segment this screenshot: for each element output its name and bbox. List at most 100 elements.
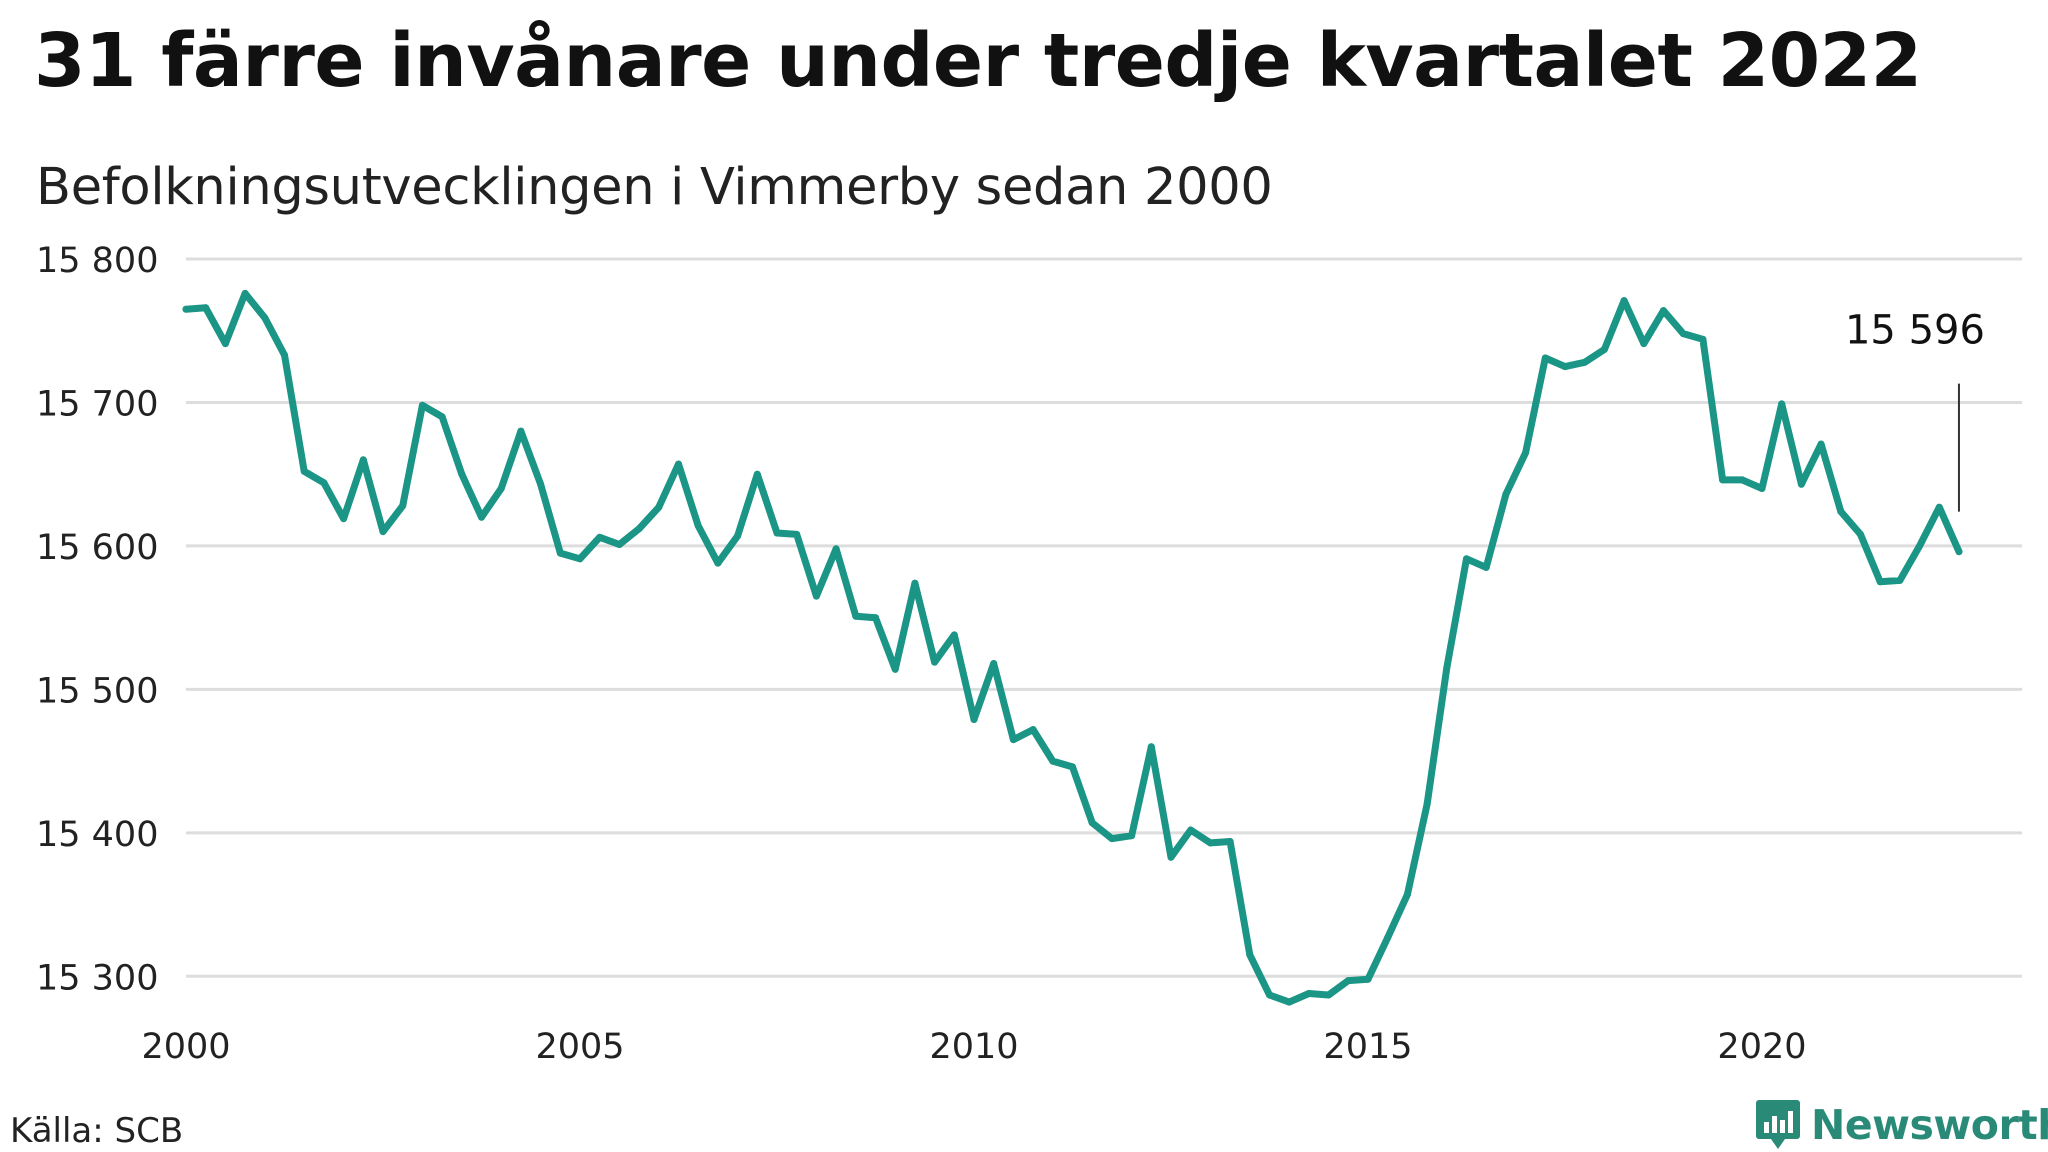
y-tick-label: 15 500 (36, 671, 158, 711)
annotation-layer: 15 596 (1845, 308, 1985, 512)
data-point (300, 467, 308, 475)
data-point (891, 665, 899, 673)
y-tick-label: 15 400 (36, 815, 158, 855)
y-tick-label: 15 800 (36, 241, 158, 281)
brand-name: Newsworthy (1811, 1101, 2048, 1149)
data-point (182, 305, 190, 313)
data-point (832, 545, 840, 553)
data-point (1009, 736, 1017, 744)
data-point (1620, 297, 1628, 305)
data-point (773, 529, 781, 537)
data-point (1364, 975, 1372, 983)
data-point (537, 480, 545, 488)
series-layer (182, 289, 1963, 1006)
data-point (1462, 555, 1470, 563)
x-tick-label: 2010 (929, 1027, 1018, 1067)
x-tick-label: 2000 (141, 1027, 230, 1067)
data-point (1403, 891, 1411, 899)
data-point (596, 533, 604, 541)
data-point (714, 559, 722, 567)
data-point (1600, 345, 1608, 353)
data-point (1226, 837, 1234, 845)
data-point (1797, 480, 1805, 488)
x-axis-ticks: 2000 2005 2010 2015 2020 (141, 1027, 1806, 1067)
data-point (340, 515, 348, 523)
annotation-label: 15 596 (1845, 308, 1985, 354)
y-tick-label: 15 600 (36, 528, 158, 568)
data-point (635, 525, 643, 533)
data-point (320, 479, 328, 487)
data-point (1955, 548, 1963, 556)
data-point (1738, 476, 1746, 484)
data-point (911, 579, 919, 587)
data-point (1699, 335, 1707, 343)
data-point (517, 427, 525, 435)
grid-lines (186, 257, 2022, 978)
data-point (202, 304, 210, 312)
data-point (1659, 307, 1667, 315)
data-point (1344, 977, 1352, 985)
data-point (1128, 832, 1136, 840)
data-point (1758, 485, 1766, 493)
data-point (1502, 490, 1510, 498)
data-point (1916, 542, 1924, 550)
data-point (1167, 853, 1175, 861)
data-point (1423, 800, 1431, 808)
data-point (418, 401, 426, 409)
data-point (1206, 839, 1214, 847)
data-point (241, 289, 249, 297)
data-point (1384, 934, 1392, 942)
data-point (1856, 530, 1864, 538)
data-point (1522, 449, 1530, 457)
x-tick-label: 2005 (535, 1027, 624, 1067)
data-point (950, 631, 958, 639)
data-point (359, 456, 367, 464)
data-point (931, 658, 939, 666)
data-point (1246, 951, 1254, 959)
data-point (280, 351, 288, 359)
data-point (871, 614, 879, 622)
data-point (970, 716, 978, 724)
data-point (221, 340, 229, 348)
data-point (1305, 990, 1313, 998)
data-point (1778, 400, 1786, 408)
data-point (399, 502, 407, 510)
data-point (812, 592, 820, 600)
data-point (734, 532, 742, 540)
chart-title: 31 färre invånare under tredje kvartalet… (34, 18, 1922, 104)
y-tick-label: 15 300 (36, 958, 158, 998)
data-point (1147, 743, 1155, 751)
data-point (674, 460, 682, 468)
data-point (1640, 340, 1648, 348)
data-point (1108, 835, 1116, 843)
y-axis-ticks: 15 300 15 400 15 500 15 600 15 700 15 800 (36, 241, 158, 998)
data-point (477, 513, 485, 521)
data-point (1088, 819, 1096, 827)
data-point (694, 522, 702, 530)
data-point (1896, 576, 1904, 584)
data-point (576, 555, 584, 563)
y-tick-label: 15 700 (36, 384, 158, 424)
data-point (497, 485, 505, 493)
data-point (1817, 440, 1825, 448)
data-point (1068, 763, 1076, 771)
newsworthy-logo-icon (1756, 1100, 1800, 1149)
data-point (458, 470, 466, 478)
x-tick-label: 2020 (1717, 1027, 1806, 1067)
brand-logo: Newsworthy (1755, 1098, 2048, 1152)
data-point (793, 530, 801, 538)
data-point (379, 528, 387, 536)
source-label: Källa: SCB (10, 1111, 184, 1151)
data-point (1187, 826, 1195, 834)
data-point (1443, 664, 1451, 672)
data-point (615, 540, 623, 548)
data-point (990, 660, 998, 668)
data-point (1029, 726, 1037, 734)
data-point (1325, 991, 1333, 999)
data-point (655, 503, 663, 511)
chart-subtitle: Befolkningsutvecklingen i Vimmerby sedan… (36, 158, 1273, 217)
data-point (1876, 578, 1884, 586)
data-point (1049, 757, 1057, 765)
data-point (1679, 330, 1687, 338)
